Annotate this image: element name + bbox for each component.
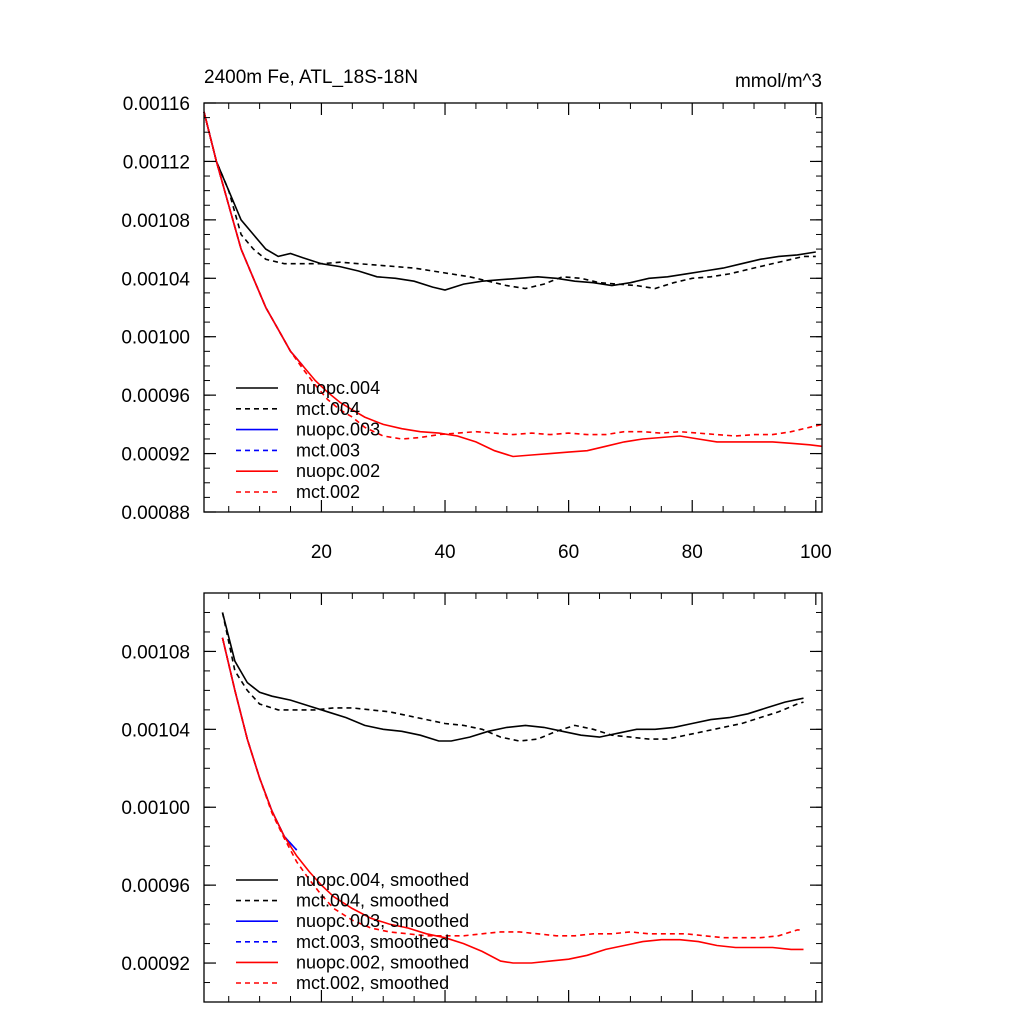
series-line-1	[221, 612, 804, 742]
y-tick-label: 0.00104	[121, 269, 190, 290]
y-tick-label: 0.00088	[121, 503, 190, 524]
series-line-3	[203, 111, 304, 367]
series-line-1	[203, 111, 816, 290]
legend-label: nuopc.004	[296, 378, 380, 398]
y-tick-label: 0.00116	[123, 94, 190, 115]
series-line-4	[203, 111, 823, 458]
x-tick-label: 40	[434, 542, 455, 563]
y-tick-label: 0.00108	[121, 211, 190, 232]
y-tick-label: 0.00104	[121, 720, 190, 741]
panel-bottom: 0.00092 0.00096 0.00100 0.00104 0.00108 nuop…	[121, 592, 823, 1003]
y-tick-label: 0.00108	[121, 642, 190, 663]
legend-label: nuopc.003	[296, 420, 380, 440]
y-tick-label: 0.00100	[121, 798, 190, 819]
x-tick-label: 80	[682, 542, 703, 563]
legend-label: mct.003	[296, 440, 360, 460]
y-tick-label: 0.00100	[121, 328, 190, 349]
plot-frame	[203, 592, 823, 1003]
x-tick-label: 100	[800, 542, 832, 563]
legend-label: mct.004, smoothed	[296, 891, 449, 911]
panel-top: 2400m Fe, ATL_18S-18N mmol/m^3 0.00088 0.…	[121, 67, 831, 563]
chart-title: 2400m Fe, ATL_18S-18N	[204, 67, 418, 88]
legend-label: nuopc.002, smoothed	[296, 952, 469, 972]
legend-label: mct.002, smoothed	[296, 973, 449, 993]
legend-label: mct.002	[296, 482, 360, 502]
series-line-2	[203, 111, 304, 367]
y-tick-label: 0.00112	[123, 152, 190, 173]
series-line-5	[221, 637, 804, 939]
series-line-2	[221, 637, 298, 851]
x-tick-label: 60	[558, 542, 579, 563]
legend-label: nuopc.003, smoothed	[296, 911, 469, 931]
legend-label: nuopc.002	[296, 461, 380, 481]
series-line-4	[221, 637, 804, 964]
legend-label: mct.004	[296, 399, 360, 419]
legend-label: nuopc.004, smoothed	[296, 870, 469, 890]
series-line-5	[203, 111, 823, 440]
series-line-0	[221, 612, 804, 742]
y-tick-label: 0.00096	[121, 386, 190, 407]
y-tick-label: 0.00092	[121, 954, 190, 975]
series-line-0	[203, 111, 816, 291]
units-label: mmol/m^3	[735, 71, 822, 92]
y-tick-label: 0.00092	[121, 445, 190, 466]
series-line-3	[221, 637, 298, 851]
x-tick-label: 20	[311, 542, 332, 563]
legend-label: mct.003, smoothed	[296, 932, 449, 952]
y-tick-label: 0.00096	[121, 876, 190, 897]
